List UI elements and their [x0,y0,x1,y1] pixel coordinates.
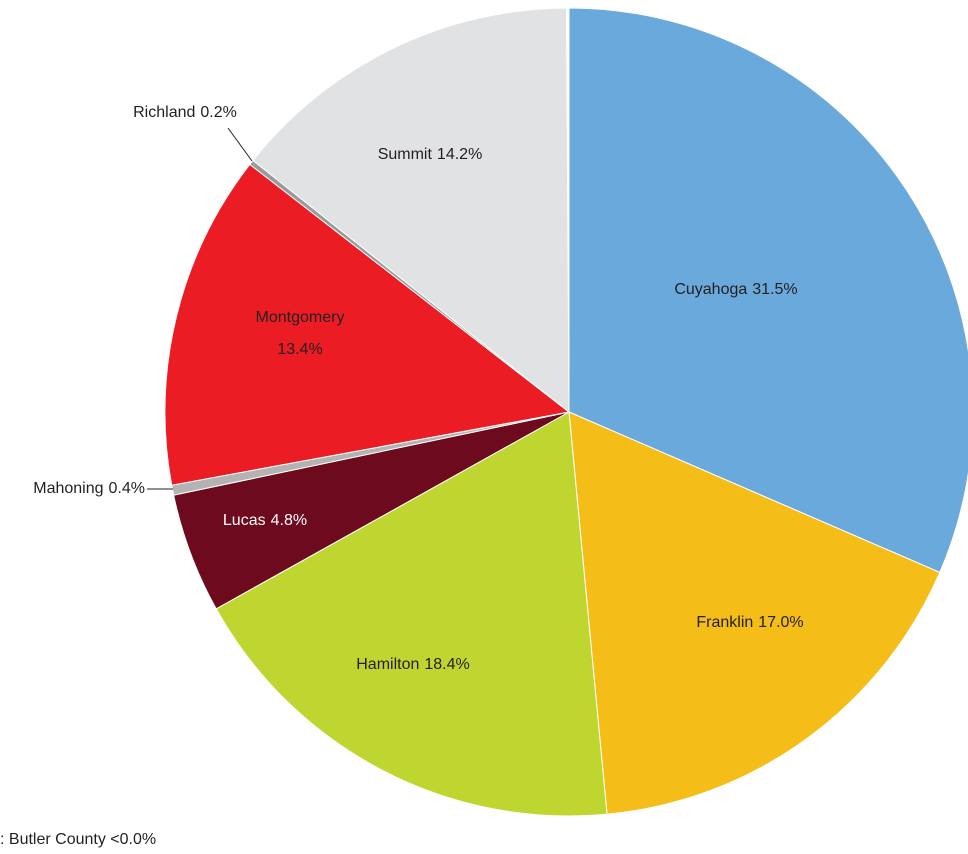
slice-label: Cuyahoga 31.5% [674,281,797,298]
pie-slice [568,411,941,815]
category-name: Franklin [696,614,753,631]
labels: Cuyahoga 31.5% Franklin 17.0% Hamilton 18.4% L… [33,104,803,673]
category-name: Richland [133,104,195,121]
value-label: 4.8% [271,512,307,529]
value-label: 0.2% [200,104,236,121]
footnote: : Butler County <0.0% [0,831,156,848]
slice-label: Mahoning 0.4% [33,480,145,497]
pie-slice [252,7,570,414]
category-name: Mahoning [33,480,103,497]
value-label: 31.5% [752,281,797,298]
category-name: Cuyahoga [674,281,747,298]
value-label: 13.4% [277,341,322,358]
slice-label: Hamilton 18.4% [356,656,470,673]
pie-slice [568,7,968,574]
value-label: 17.0% [758,614,803,631]
slice-label: Lucas 4.8% [223,512,307,529]
pie-slice [215,411,608,817]
value-label: 0.4% [109,480,145,497]
category-name: Montgomery [256,309,345,326]
slice-label: Summit 14.2% [378,146,483,163]
category-name: Lucas [223,512,266,529]
category-name: Summit [378,146,433,163]
category-name: Hamilton [356,656,419,673]
slice-label: Richland 0.2% [133,104,237,121]
slice-label: Franklin 17.0% [696,614,803,631]
pie [164,7,968,817]
pie-slice [164,163,571,486]
value-label: 14.2% [437,146,482,163]
slice-label: Montgomery 13.4% [256,309,345,358]
leader-line [227,127,253,162]
value-label: 18.4% [424,656,469,673]
